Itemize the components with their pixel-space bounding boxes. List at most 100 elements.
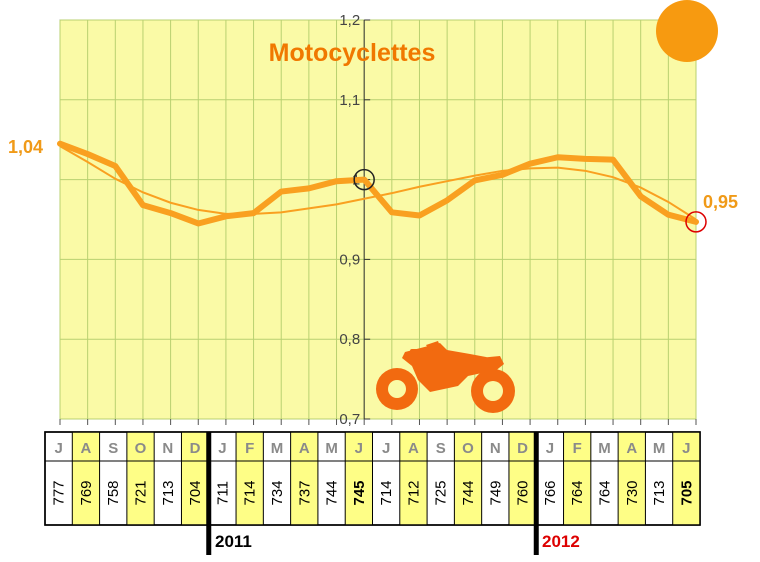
- table-value: 777: [51, 480, 68, 505]
- month-label: F: [573, 440, 582, 457]
- table-value: 749: [487, 480, 504, 505]
- table-value: 712: [405, 480, 422, 505]
- plot-area: 0,70,80,911,11,2: [57, 12, 707, 428]
- table-value: 764: [569, 480, 586, 505]
- month-cell-highlight: [236, 432, 264, 525]
- month-cell-highlight: [454, 432, 482, 525]
- data-point: [693, 219, 699, 225]
- table-value: 744: [324, 480, 341, 505]
- data-point: [610, 157, 616, 163]
- month-label: O: [462, 440, 474, 457]
- table-value: 721: [133, 480, 150, 505]
- month-cell-highlight: [563, 432, 591, 525]
- table-value: 744: [460, 480, 477, 505]
- data-point: [85, 151, 91, 157]
- data-point: [168, 210, 174, 216]
- data-point: [389, 209, 395, 215]
- month-label: F: [245, 440, 254, 457]
- y-tick-label: 1,1: [339, 92, 360, 109]
- table-value: 705: [678, 480, 695, 505]
- month-label: A: [408, 440, 419, 457]
- end-marker: [685, 211, 707, 233]
- month-label: O: [135, 440, 147, 457]
- table-border: [44, 431, 701, 526]
- month-label: D: [517, 440, 528, 457]
- month-label: N: [490, 440, 501, 457]
- month-cell-highlight: [399, 432, 428, 525]
- month-label: J: [546, 440, 554, 457]
- month-cell-highlight: [181, 432, 209, 525]
- data-point: [195, 220, 201, 226]
- month-label: A: [81, 440, 92, 457]
- month-label: M: [325, 440, 338, 457]
- table-value: 745: [351, 480, 368, 505]
- month-label: A: [299, 440, 310, 457]
- table-value: 766: [542, 480, 559, 505]
- table-value: 725: [433, 480, 450, 505]
- table-value: 734: [269, 480, 286, 505]
- data-point: [57, 141, 63, 147]
- month-cell-highlight: [345, 432, 373, 525]
- table-value: 714: [378, 480, 395, 505]
- data-point: [306, 185, 312, 191]
- month-label: J: [355, 440, 363, 457]
- data-point: [112, 163, 118, 169]
- month-cell-highlight: [72, 432, 100, 525]
- table-value: 760: [515, 480, 532, 505]
- y-tick-label: 0,7: [339, 411, 360, 428]
- y-tick-label: 0,8: [339, 331, 360, 348]
- month-label: M: [271, 440, 284, 457]
- table-value: 714: [242, 480, 259, 505]
- data-point: [582, 156, 588, 162]
- reference-marker: [353, 168, 375, 191]
- table-value: 764: [596, 480, 613, 505]
- month-label: S: [108, 440, 118, 457]
- data-point: [140, 202, 146, 208]
- data-point: [444, 197, 450, 203]
- month-cell-highlight: [126, 432, 155, 525]
- data-point: [472, 177, 478, 183]
- y-tick-label: 0,9: [339, 251, 360, 268]
- data-point: [555, 154, 561, 160]
- year-label-2011: 2011: [215, 532, 252, 551]
- sun-icon: [656, 0, 718, 62]
- data-point: [278, 189, 284, 195]
- end-value-label: 0,95: [703, 192, 738, 212]
- data-point: [223, 213, 229, 219]
- chart-title: Motocyclettes: [269, 39, 436, 67]
- data-point: [665, 212, 671, 218]
- table-value: 758: [105, 480, 122, 505]
- y-tick-label: 1,2: [339, 12, 360, 29]
- table-value: 713: [160, 480, 177, 505]
- start-value-label: 1,04: [8, 137, 43, 157]
- month-label: M: [653, 440, 666, 457]
- data-point: [361, 177, 367, 183]
- month-label: J: [54, 440, 62, 457]
- month-cell-highlight: [618, 432, 646, 525]
- plot-background: [59, 19, 697, 420]
- year-label-2012: 2012: [542, 532, 580, 551]
- month-label: A: [626, 440, 637, 457]
- table-value: 711: [214, 481, 231, 505]
- data-point: [251, 210, 257, 216]
- data-point: [334, 178, 340, 184]
- table-value: 737: [296, 480, 313, 505]
- table-value: 704: [187, 480, 204, 505]
- data-point: [499, 172, 505, 178]
- data-point: [416, 213, 422, 219]
- series-line: [57, 140, 699, 227]
- month-label: M: [598, 440, 611, 457]
- table-value: 730: [624, 480, 641, 505]
- motorcycle-icon: [376, 341, 515, 413]
- table-value: 713: [651, 480, 668, 505]
- month-cell-highlight: [508, 432, 537, 525]
- data-point: [527, 161, 533, 167]
- month-label: J: [218, 440, 226, 457]
- month-cell-highlight: [290, 432, 318, 525]
- month-label: N: [162, 440, 173, 457]
- month-label: D: [190, 440, 201, 457]
- table-value: 769: [78, 480, 95, 505]
- month-cell-highlight: [672, 432, 700, 525]
